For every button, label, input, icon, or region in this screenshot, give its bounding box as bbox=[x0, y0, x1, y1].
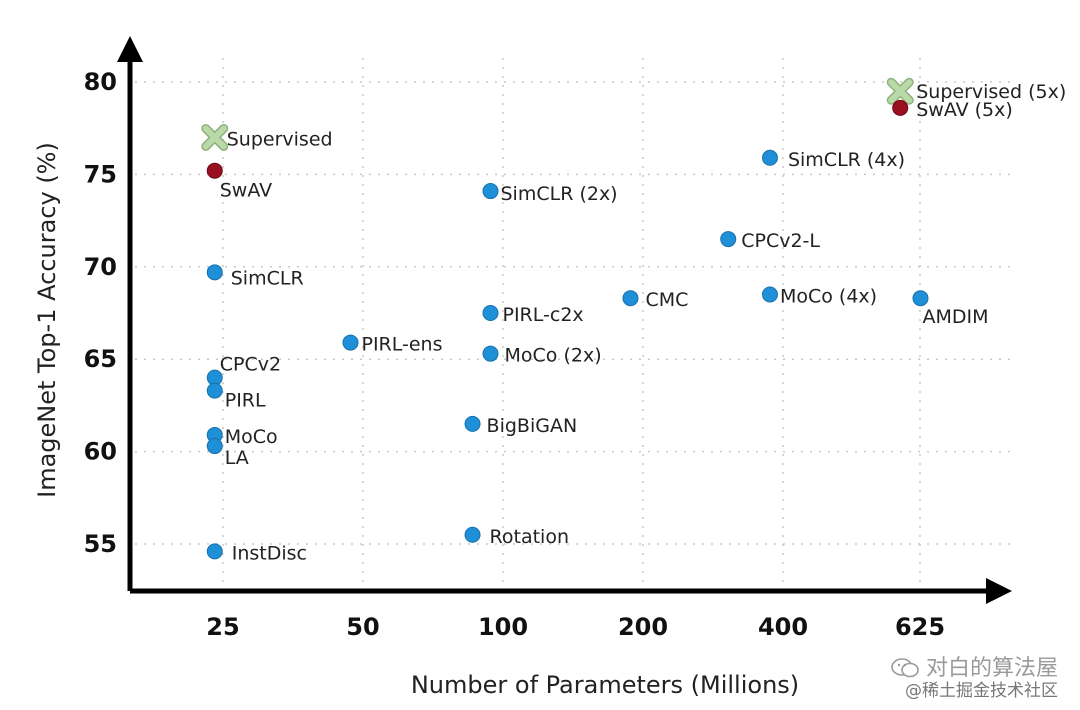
point-label-cpcv2-l: CPCv2-L bbox=[741, 230, 820, 252]
point-simclr-2x bbox=[482, 183, 499, 200]
y-tick-label: 65 bbox=[84, 345, 117, 373]
point-moco-4x bbox=[761, 286, 778, 303]
x-tick-label: 200 bbox=[618, 613, 668, 641]
point-cmc bbox=[622, 290, 639, 307]
point-label-pirl-c2x: PIRL-c2x bbox=[503, 304, 584, 326]
point-instdisc bbox=[206, 543, 223, 560]
point-supervised-5x bbox=[888, 79, 913, 104]
point-simclr bbox=[206, 264, 223, 281]
point-label-moco: MoCo bbox=[225, 426, 278, 448]
x-axis-label: Number of Parameters (Millions) bbox=[411, 671, 799, 699]
y-tick-label: 80 bbox=[84, 68, 117, 96]
x-tick-label: 25 bbox=[206, 613, 239, 641]
point-label-moco-4x: MoCo (4x) bbox=[780, 286, 877, 308]
data-points: Supervised (5x)SwAV (5x) Supervised SwAV Si… bbox=[201, 77, 1066, 564]
point-label-pirl: PIRL bbox=[225, 390, 266, 412]
point-label-pirl-ens: PIRL-ens bbox=[362, 334, 443, 356]
axes bbox=[117, 36, 1012, 604]
point-rotation bbox=[464, 526, 481, 543]
point-label-cpcv2: CPCv2 bbox=[220, 354, 281, 376]
point-simclr-4x bbox=[761, 149, 778, 166]
point-cpcv2-l bbox=[720, 231, 737, 248]
y-tick-label: 60 bbox=[84, 438, 117, 466]
point-label-bigbigan: BigBiGAN bbox=[487, 415, 578, 437]
point-pirl bbox=[206, 382, 223, 399]
point-label-simclr-4x: SimCLR (4x) bbox=[788, 149, 905, 171]
point-label-simclr: SimCLR bbox=[231, 267, 304, 289]
point-la bbox=[206, 438, 223, 455]
y-tick-label: 70 bbox=[84, 253, 117, 281]
point-amdim bbox=[912, 290, 929, 307]
grid-lines bbox=[135, 58, 1015, 588]
point-label-supervised-5x: Supervised (5x) bbox=[916, 81, 1066, 103]
x-tick-label: 100 bbox=[478, 613, 528, 641]
x-axis-arrow bbox=[986, 578, 1012, 604]
watermark-line1: 对白的算法屋 bbox=[890, 657, 1058, 680]
point-moco-2x bbox=[482, 345, 499, 362]
y-tick-labels: 55 60 65 70 75 80 bbox=[84, 68, 117, 558]
y-tick-label: 75 bbox=[84, 160, 117, 188]
point-pirl-ens bbox=[342, 334, 359, 351]
watermark: 对白的算法屋 @稀土掘金技术社区 bbox=[890, 657, 1058, 702]
y-axis-arrow bbox=[117, 36, 143, 62]
point-pirl-c2x bbox=[482, 305, 499, 321]
watermark-title: 对白的算法屋 bbox=[925, 656, 1058, 681]
point-label-moco-2x: MoCo (2x) bbox=[505, 345, 602, 367]
x-tick-label: 400 bbox=[758, 613, 808, 641]
point-label-amdim: AMDIM bbox=[922, 306, 988, 328]
point-label-la: LA bbox=[225, 447, 249, 469]
point-label-swav: SwAV bbox=[220, 180, 272, 202]
point-supervised bbox=[202, 125, 227, 150]
watermark-line2: @稀土掘金技术社区 bbox=[905, 681, 1058, 701]
point-label-simclr-2x: SimCLR (2x) bbox=[501, 183, 618, 205]
y-axis-label: ImageNet Top-1 Accuracy (%) bbox=[33, 142, 61, 498]
point-bigbigan bbox=[464, 415, 481, 432]
y-tick-label: 55 bbox=[84, 530, 117, 558]
point-label-rotation: Rotation bbox=[490, 526, 569, 548]
point-label-supervised: Supervised bbox=[227, 128, 333, 150]
point-label-cmc: CMC bbox=[646, 289, 689, 311]
wechat-icon bbox=[891, 658, 919, 678]
point-swav-5x bbox=[892, 99, 909, 116]
x-tick-labels: 25 50 100 200 400 625 bbox=[206, 613, 945, 641]
x-tick-label: 625 bbox=[895, 613, 945, 641]
point-label-swav-5x: SwAV (5x) bbox=[916, 99, 1013, 121]
point-label-instdisc: InstDisc bbox=[232, 542, 307, 564]
point-swav bbox=[206, 162, 223, 179]
x-tick-label: 50 bbox=[346, 613, 379, 641]
